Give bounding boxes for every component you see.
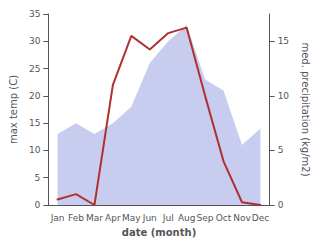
svg-text:Mar: Mar: [86, 213, 103, 223]
svg-text:35: 35: [29, 9, 40, 19]
svg-text:May: May: [122, 213, 141, 223]
svg-text:20: 20: [29, 91, 41, 101]
svg-text:Oct: Oct: [216, 213, 232, 223]
svg-text:date (month): date (month): [122, 227, 196, 238]
svg-text:Sep: Sep: [197, 213, 214, 223]
svg-text:0: 0: [35, 200, 41, 210]
svg-text:10: 10: [278, 91, 290, 101]
svg-text:Apr: Apr: [105, 213, 121, 223]
svg-text:25: 25: [29, 64, 40, 74]
svg-text:10: 10: [29, 145, 41, 155]
svg-text:max temp (C): max temp (C): [8, 75, 19, 144]
svg-text:med. precipitation (kg/m2): med. precipitation (kg/m2): [300, 42, 311, 176]
svg-text:15: 15: [29, 118, 40, 128]
svg-text:30: 30: [29, 36, 41, 46]
svg-text:Jan: Jan: [50, 213, 65, 223]
svg-text:Nov: Nov: [233, 213, 251, 223]
svg-text:Feb: Feb: [68, 213, 84, 223]
svg-text:5: 5: [35, 173, 41, 183]
svg-text:15: 15: [278, 36, 289, 46]
svg-text:5: 5: [278, 145, 284, 155]
svg-text:Jul: Jul: [162, 213, 174, 223]
svg-text:Aug: Aug: [178, 213, 196, 223]
svg-text:Jun: Jun: [142, 213, 157, 223]
svg-text:0: 0: [278, 200, 284, 210]
svg-text:Dec: Dec: [252, 213, 269, 223]
